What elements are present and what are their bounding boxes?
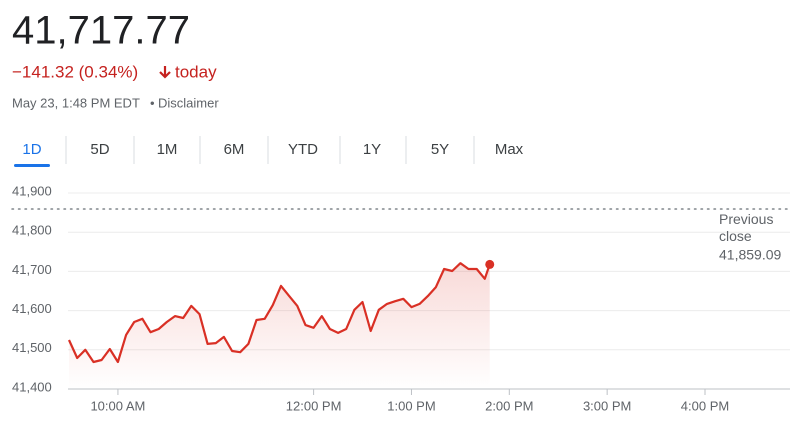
- period: today: [175, 62, 217, 81]
- timestamp: May 23, 1:48 PM EDT: [12, 95, 140, 110]
- x-tick-label: 1:00 PM: [387, 398, 435, 413]
- previous-close-value: 41,859.09: [719, 247, 781, 263]
- x-tick-label: 4:00 PM: [681, 398, 729, 413]
- x-tick-label: 3:00 PM: [583, 398, 631, 413]
- range-tabs: 1D 5D 1M 6M YTD 1Y 5Y Max: [14, 136, 524, 167]
- range-tab[interactable]: 6M: [224, 141, 245, 158]
- last-point: [485, 259, 495, 269]
- chart: 41,400 41,500 41,600 41,700 41,800 41,900 10:0…: [11, 183, 791, 413]
- x-tick-label: 10:00 AM: [90, 398, 145, 413]
- area: [69, 263, 490, 389]
- tab-indicator: [14, 164, 50, 167]
- range-tab[interactable]: YTD: [288, 141, 318, 158]
- x-tick-label: 12:00 PM: [286, 398, 342, 413]
- previous-close-label: close: [719, 228, 752, 244]
- change: −141.32 (0.34%): [12, 62, 138, 81]
- separator: •: [150, 95, 155, 110]
- previous-close-label: Previous: [719, 211, 773, 227]
- x-tick-label: 2:00 PM: [485, 398, 533, 413]
- y-tick-label: 41,500: [12, 340, 52, 355]
- range-tab[interactable]: 5D: [90, 141, 109, 158]
- range-tab[interactable]: 1M: [157, 141, 178, 158]
- price-line: [67, 262, 491, 364]
- previous-close-label: Previous close: [719, 211, 773, 244]
- range-tab[interactable]: 1Y: [363, 141, 381, 158]
- range-tab[interactable]: 5Y: [431, 141, 449, 158]
- range-tab[interactable]: 1D: [22, 141, 41, 158]
- y-tick-label: 41,900: [12, 183, 52, 198]
- down-arrow: [159, 66, 171, 79]
- y-tick-label: 41,400: [12, 379, 52, 394]
- range-tab[interactable]: Max: [495, 141, 524, 158]
- price: 41,717.77: [12, 9, 190, 53]
- y-tick-label: 41,600: [12, 301, 52, 316]
- y-tick-label: 41,800: [12, 223, 52, 238]
- disclaimer[interactable]: Disclaimer: [158, 95, 219, 110]
- y-tick-label: 41,700: [12, 262, 52, 277]
